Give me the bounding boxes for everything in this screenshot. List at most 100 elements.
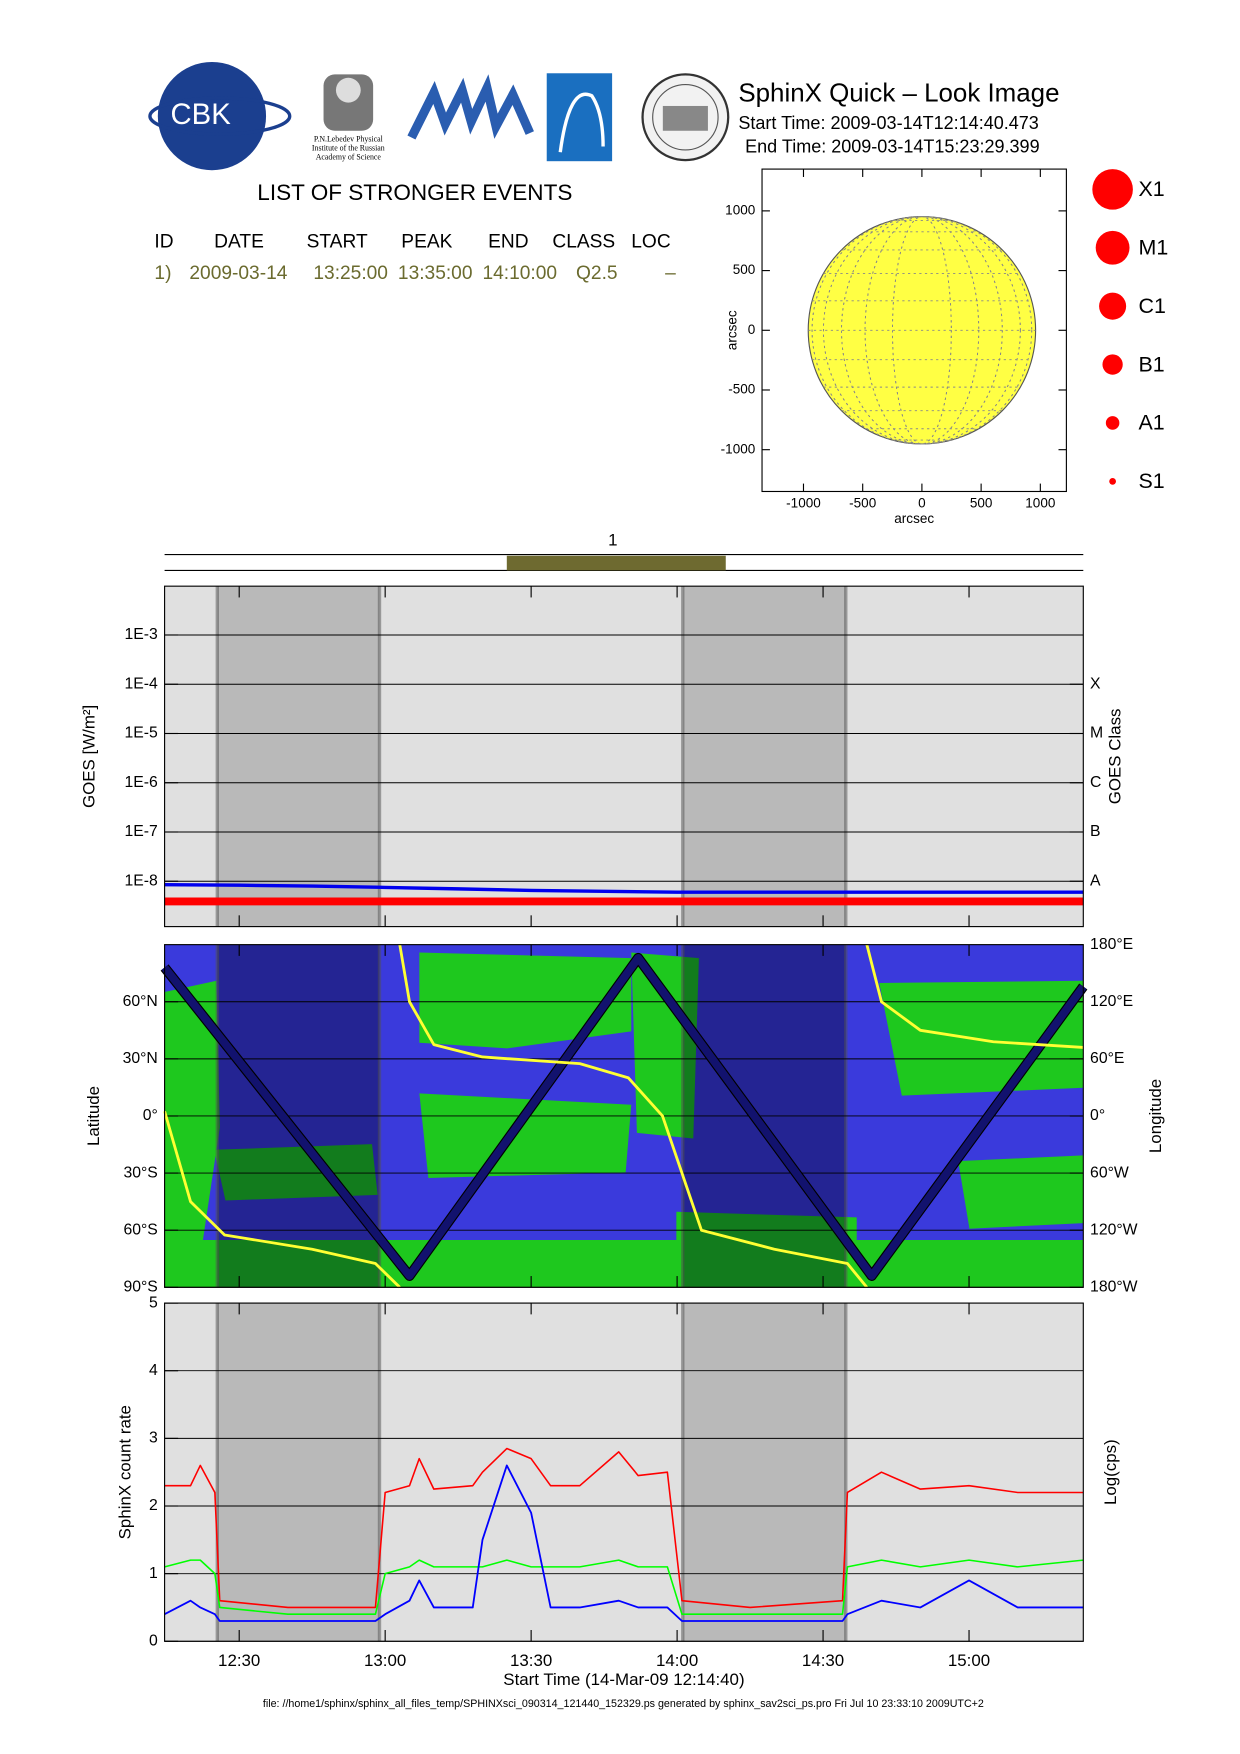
y2-tick-label: M [1090, 725, 1103, 742]
y-tick-label: 1E-3 [125, 626, 159, 643]
y-tick-label: 60°N [123, 993, 158, 1010]
y-tick-label: 30°S [123, 1164, 157, 1181]
class-marker [1105, 416, 1120, 430]
y-tick-label: 1E-4 [125, 675, 159, 692]
class-marker [1095, 230, 1130, 265]
column-header: LOC [631, 231, 671, 252]
y-tick-label: 1E-5 [125, 725, 159, 742]
event-span [506, 555, 726, 571]
series-line [164, 1447, 1084, 1609]
night-shade [682, 586, 846, 927]
y2-tick-label: B [1090, 823, 1101, 840]
y-label: SphinX count rate [116, 1405, 135, 1539]
seal-ring [652, 83, 719, 151]
arrow-logo [546, 73, 613, 162]
column-header: END [488, 231, 528, 252]
y2-tick-label: X [1090, 675, 1101, 692]
class-label: C1 [1139, 294, 1166, 318]
x-tick-label: 12:30 [218, 1651, 260, 1670]
x-tick-label: 1000 [1025, 495, 1055, 510]
column-header: ID [154, 231, 173, 252]
class-label: S1 [1139, 469, 1165, 493]
coverage-region [419, 1093, 632, 1178]
cbk-logo [157, 61, 267, 171]
class-marker [1092, 169, 1133, 210]
series-line [164, 883, 1084, 894]
institute-line: Academy of Science [316, 153, 382, 162]
coverage-region [164, 980, 220, 1240]
series-line [161, 954, 1087, 1280]
x-tick-label: -1000 [786, 495, 821, 510]
x-tick-label: 13:00 [364, 1651, 406, 1670]
night-shade [217, 1303, 380, 1642]
y-tick-label: -1000 [721, 441, 756, 456]
column-header: CLASS [552, 231, 615, 252]
y-tick-label: 5 [149, 1294, 158, 1311]
cbk-text: CBK [171, 98, 232, 131]
cbk-ring [148, 96, 292, 136]
y-tick-label: 30°N [123, 1050, 158, 1067]
y2-tick-label: A [1090, 872, 1101, 889]
institute-line: P.N.Lebedev Physical [314, 135, 384, 144]
series-line [164, 1464, 1084, 1622]
y2-label: Longitude [1146, 1079, 1165, 1153]
class-marker [1102, 354, 1123, 375]
y2-tick-label: 180°E [1090, 936, 1133, 953]
class-label: M1 [1139, 236, 1169, 260]
y-tick-label: 0 [748, 322, 756, 337]
plot-frame [164, 944, 1084, 1288]
seal-building [662, 105, 708, 131]
y-label: GOES [W/m²] [80, 705, 99, 808]
x-label: arcsec [894, 511, 934, 526]
coverage-region [419, 952, 632, 1049]
x-tick-label: 13:30 [510, 1651, 552, 1670]
portrait [323, 74, 374, 131]
y2-label: Log(cps) [1101, 1439, 1120, 1505]
y-tick-label: 90°S [123, 1278, 157, 1295]
class-label: B1 [1139, 352, 1165, 376]
end-time: End Time: 2009-03-14T15:23:29.399 [745, 136, 1039, 156]
y2-label: GOES Class [1105, 709, 1124, 805]
disk-meridian [811, 216, 1033, 445]
y-tick-label: 1000 [725, 202, 755, 217]
event-cell: 2009-03-14 [189, 263, 287, 284]
y-tick-label: 1E-8 [125, 872, 159, 889]
events-title: LIST OF STRONGER EVENTS [257, 180, 572, 205]
y2-tick-label: C [1090, 774, 1101, 791]
event-label: 1 [608, 531, 617, 550]
x-tick-label: 0 [918, 495, 926, 510]
class-marker [1109, 477, 1116, 485]
portrait-face [335, 77, 361, 103]
start-time: Start Time: 2009-03-14T12:14:40.473 [738, 113, 1038, 133]
y-tick-label: -500 [728, 382, 755, 397]
institute-line: Institute of the Russian [312, 144, 385, 153]
event-cell: – [665, 263, 676, 284]
event-cell: Q2.5 [576, 263, 618, 284]
y-tick-label: 2 [149, 1497, 158, 1514]
series-line [164, 1559, 1084, 1616]
coverage-region [958, 1155, 1084, 1229]
y-tick-label: 500 [733, 262, 756, 277]
y2-tick-label: 0° [1090, 1107, 1105, 1124]
y-tick-label: 0° [143, 1107, 158, 1124]
y-tick-label: 3 [149, 1430, 158, 1447]
mian-logo [407, 74, 534, 140]
series-line [865, 944, 1084, 1049]
y-label: arcsec [724, 310, 739, 350]
event-cell: 14:10:00 [482, 263, 557, 284]
x-label: Start Time (14-Mar-09 12:14:40) [503, 1670, 744, 1689]
series-line [398, 944, 868, 1289]
x-tick-label: 15:00 [948, 1651, 990, 1670]
plot-frame [164, 585, 1084, 928]
y-tick-label: 1 [149, 1565, 158, 1582]
class-marker [1099, 292, 1127, 320]
y2-tick-label: 60°E [1090, 1050, 1124, 1067]
x-tick-label: 14:30 [802, 1651, 844, 1670]
series-line [163, 1110, 401, 1289]
y2-tick-label: 60°W [1090, 1164, 1129, 1181]
footer: file: //home1/sphinx/sphinx_all_files_te… [263, 1698, 984, 1710]
title: SphinX Quick – Look Image [738, 80, 1059, 108]
column-header: DATE [214, 231, 264, 252]
class-label: X1 [1139, 177, 1165, 201]
